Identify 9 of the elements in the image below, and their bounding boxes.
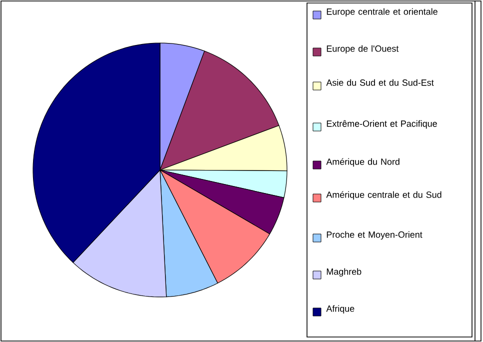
legend-label: Amérique centrale et du Sud [326, 191, 442, 200]
legend-label: Europe centrale et orientale [326, 8, 438, 17]
legend-label: Amérique du Nord [326, 158, 400, 167]
legend-label: Europe de l'Ouest [326, 45, 399, 54]
legend-label: Asie du Sud et du Sud-Est [326, 79, 434, 86]
legend-label: Afrique [326, 305, 354, 314]
legend-label: Proche et Moyen-Orient [326, 231, 422, 240]
legend-label: Extrême-Orient et Pacifique [326, 120, 437, 129]
legend-label: Maghreb [326, 268, 362, 277]
